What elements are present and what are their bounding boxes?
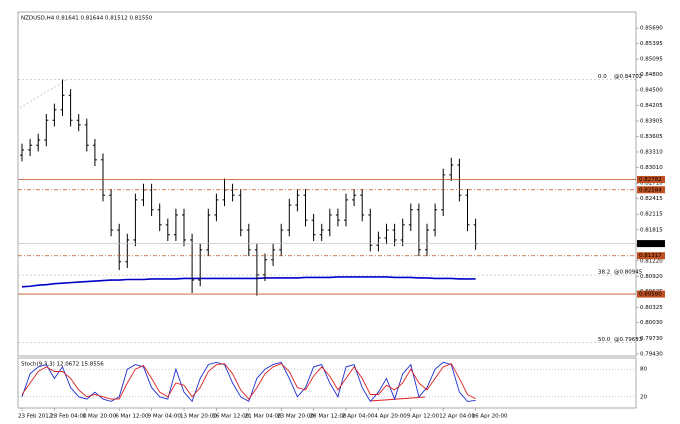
x-tick-label: 23 Mar 20:00 (277, 414, 314, 420)
level-box (637, 290, 665, 298)
fib-label: @0.79653 (614, 337, 643, 343)
last-price-label: 0.81550 (639, 241, 662, 247)
fib-label: @0.84702 (614, 74, 642, 80)
y-tick-label: 0.83310 (640, 149, 663, 155)
x-tick-label: 28 Feb 04:00 (50, 414, 87, 420)
x-tick-label: 16 Mar 12:00 (212, 414, 249, 420)
x-tick-label: 12 Apr 04:00 (439, 414, 475, 420)
x-tick-label: 23 Feb 2012 (18, 414, 52, 420)
y-tick-label: 0.79730 (640, 336, 663, 342)
level-box (637, 252, 665, 260)
moving-average (21, 276, 476, 288)
y-tick-label: 0.83010 (640, 165, 663, 171)
x-tick-label: 21 Mar 04:00 (245, 414, 282, 420)
y-tick-label: 0.82710 (640, 181, 663, 187)
stoch-title: Stoch(9,3,3) 12.0672 15.8556 (21, 362, 104, 368)
level-label: 0.81317 (639, 253, 662, 259)
y-tick-label: 0.82415 (640, 196, 663, 202)
level-label: 0.82782 (639, 177, 662, 183)
level-label: 0.80580 (639, 292, 662, 298)
divergence-line (369, 396, 426, 402)
x-tick-label: 16 Apr 20:00 (472, 414, 508, 420)
level-box (637, 175, 665, 183)
x-tick-label: 4 Apr 20:00 (374, 414, 407, 420)
y-tick-label: 0.84800 (640, 72, 663, 78)
level-label: 0.82584 (639, 187, 662, 193)
y-tick-label: 0.81815 (640, 227, 663, 233)
y-tick-label: 0.82115 (640, 212, 663, 218)
fib-name: 38.2 (598, 270, 610, 276)
stoch-panel (17, 357, 637, 409)
y-tick-label: 0.83905 (640, 119, 663, 125)
last-price-box (637, 240, 665, 248)
x-tick-label: 13 Mar 20:00 (180, 414, 217, 420)
x-tick-label: 9 Apr 12:00 (407, 414, 440, 420)
stoch-line (21, 361, 476, 403)
y-tick-label: 0.85095 (640, 57, 663, 63)
y-tick-label: 0.84500 (640, 88, 663, 94)
main-panel (17, 11, 637, 357)
y-tick-label: 80 (640, 367, 647, 373)
y-tick-label: 0.83605 (640, 134, 663, 140)
chart-title: NZDUSD,H4 0.81641 0.81644 0.81512 0.8155… (21, 16, 153, 22)
y-tick-label: 0.80030 (640, 320, 663, 326)
fib-name: 0.0 (598, 74, 607, 80)
y-tick-label: 0.80325 (640, 305, 663, 311)
fib-name: 50.0 (598, 337, 611, 343)
y-tick-label: 0.85690 (640, 26, 663, 32)
y-tick-label: 0.80920 (640, 274, 663, 280)
y-tick-label: 0.85395 (640, 41, 663, 47)
x-tick-label: 2 Apr 04:00 (342, 414, 375, 420)
stoch-line (21, 363, 476, 400)
fib-trend-line (19, 79, 67, 109)
x-tick-label: 9 Mar 04:00 (148, 414, 182, 420)
x-tick-label: 28 Mar 12:00 (310, 414, 347, 420)
x-tick-label: 6 Mar 12:00 (115, 414, 149, 420)
level-box (637, 186, 665, 194)
y-tick-label: 0.84205 (640, 103, 663, 109)
x-tick-label: 1 Mar 20:00 (83, 414, 117, 420)
y-tick-label: 20 (640, 394, 647, 400)
fib-label: @0.80945 (614, 270, 643, 276)
y-tick-label: 0.81220 (640, 258, 663, 264)
y-tick-label: 0.79430 (640, 351, 663, 357)
